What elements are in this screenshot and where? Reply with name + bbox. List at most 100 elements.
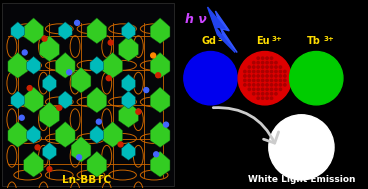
Circle shape — [261, 79, 264, 82]
Circle shape — [42, 36, 47, 41]
Circle shape — [257, 70, 259, 73]
Polygon shape — [71, 67, 91, 93]
Polygon shape — [58, 22, 72, 40]
Polygon shape — [55, 53, 75, 78]
Circle shape — [156, 73, 160, 78]
Circle shape — [108, 40, 113, 45]
Circle shape — [270, 57, 273, 59]
Polygon shape — [150, 122, 170, 147]
Polygon shape — [11, 91, 25, 109]
Circle shape — [163, 122, 169, 127]
Polygon shape — [27, 126, 40, 143]
Circle shape — [248, 84, 251, 86]
Circle shape — [284, 79, 286, 82]
Circle shape — [252, 88, 255, 91]
Circle shape — [252, 66, 255, 68]
Polygon shape — [42, 143, 56, 160]
Circle shape — [279, 75, 282, 77]
Circle shape — [261, 75, 264, 77]
Polygon shape — [8, 122, 28, 147]
Circle shape — [252, 84, 255, 86]
Circle shape — [269, 115, 334, 180]
Circle shape — [252, 79, 255, 82]
Polygon shape — [121, 91, 135, 109]
Polygon shape — [103, 122, 123, 147]
Circle shape — [257, 97, 259, 99]
Circle shape — [261, 61, 264, 64]
Circle shape — [248, 79, 251, 82]
Circle shape — [261, 57, 264, 59]
Circle shape — [275, 75, 277, 77]
Circle shape — [266, 75, 268, 77]
Text: 3+: 3+ — [272, 36, 283, 42]
Circle shape — [266, 61, 268, 64]
Polygon shape — [118, 102, 138, 128]
Circle shape — [261, 66, 264, 68]
Circle shape — [57, 105, 62, 110]
Circle shape — [266, 84, 268, 86]
Circle shape — [257, 75, 259, 77]
Circle shape — [252, 75, 255, 77]
Circle shape — [284, 75, 286, 77]
Polygon shape — [215, 11, 237, 53]
Circle shape — [275, 70, 277, 73]
Circle shape — [279, 70, 282, 73]
Text: Eu: Eu — [256, 36, 270, 46]
Circle shape — [279, 66, 282, 68]
Circle shape — [244, 79, 246, 82]
Polygon shape — [90, 126, 104, 143]
Circle shape — [19, 115, 24, 120]
Circle shape — [27, 86, 32, 91]
Circle shape — [77, 155, 82, 160]
Circle shape — [270, 84, 273, 86]
Circle shape — [257, 61, 259, 64]
Circle shape — [252, 93, 255, 95]
Polygon shape — [121, 22, 135, 40]
Circle shape — [257, 66, 259, 68]
Circle shape — [257, 88, 259, 91]
Polygon shape — [58, 91, 72, 109]
Polygon shape — [55, 122, 75, 147]
Circle shape — [67, 70, 72, 75]
Circle shape — [248, 66, 251, 68]
Circle shape — [275, 93, 277, 95]
Circle shape — [252, 61, 255, 64]
Circle shape — [106, 76, 111, 81]
Polygon shape — [121, 143, 135, 160]
Circle shape — [275, 61, 277, 64]
Circle shape — [266, 93, 268, 95]
Text: 3+: 3+ — [217, 36, 228, 42]
Polygon shape — [208, 7, 235, 53]
Circle shape — [248, 88, 251, 91]
Circle shape — [290, 52, 343, 105]
Circle shape — [257, 57, 259, 59]
Circle shape — [279, 79, 282, 82]
Circle shape — [266, 57, 268, 59]
Polygon shape — [8, 53, 28, 78]
Polygon shape — [90, 57, 104, 74]
Text: White Light Emission: White Light Emission — [248, 175, 355, 184]
Text: h ν: h ν — [185, 13, 206, 26]
Circle shape — [244, 75, 246, 77]
Circle shape — [284, 84, 286, 86]
Polygon shape — [87, 151, 107, 177]
Circle shape — [252, 70, 255, 73]
Polygon shape — [24, 18, 43, 44]
Circle shape — [257, 84, 259, 86]
Circle shape — [270, 70, 273, 73]
Circle shape — [144, 88, 149, 93]
Text: 3+: 3+ — [323, 36, 334, 42]
Polygon shape — [118, 36, 138, 61]
FancyBboxPatch shape — [2, 3, 174, 186]
Circle shape — [275, 88, 277, 91]
Circle shape — [261, 84, 264, 86]
Circle shape — [22, 50, 27, 55]
Polygon shape — [103, 53, 123, 78]
Circle shape — [270, 79, 273, 82]
Circle shape — [238, 52, 291, 105]
Circle shape — [184, 52, 237, 105]
Circle shape — [47, 167, 52, 172]
Polygon shape — [150, 53, 170, 78]
Circle shape — [151, 53, 156, 58]
Circle shape — [118, 142, 123, 147]
